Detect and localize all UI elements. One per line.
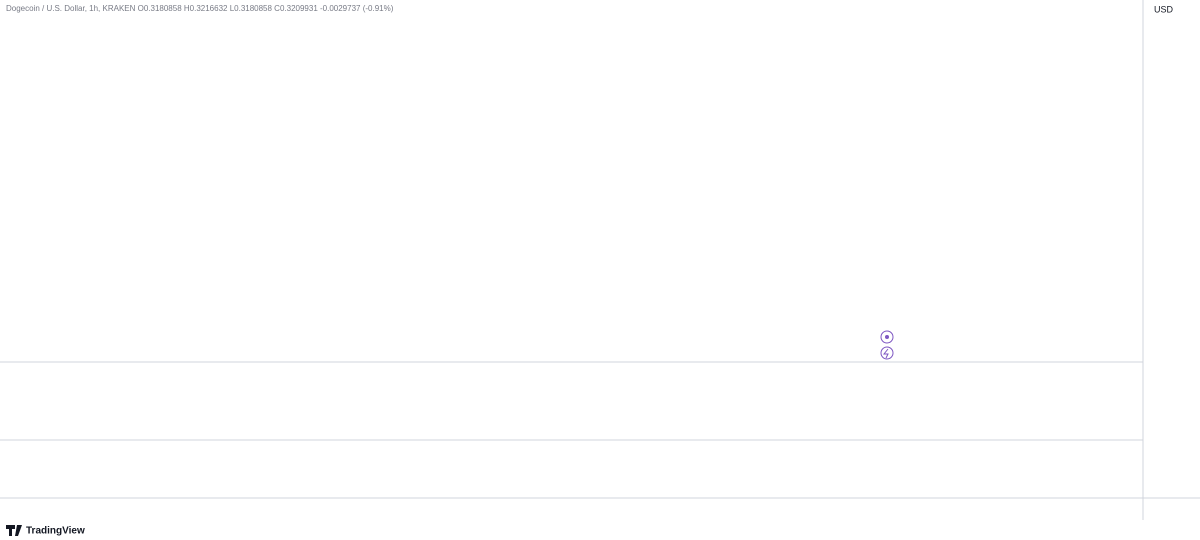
header: Dogecoin / U.S. Dollar, 1h, KRAKEN O0.31…: [6, 4, 394, 13]
icon: [882, 348, 889, 359]
drawing-icons: [880, 330, 894, 360]
logo: [6, 525, 22, 536]
icon: [885, 335, 889, 339]
brand: TradingView: [26, 526, 85, 537]
icon[interactable]: [880, 346, 894, 360]
brand-logo: TradingView: [6, 525, 85, 537]
currency: USD: [1154, 4, 1174, 14]
icon[interactable]: [880, 330, 894, 344]
